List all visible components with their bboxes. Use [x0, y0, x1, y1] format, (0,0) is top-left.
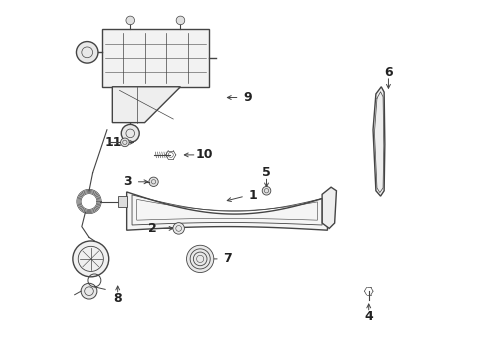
Circle shape [122, 125, 139, 142]
Text: 1: 1 [248, 189, 257, 202]
Polygon shape [112, 87, 180, 123]
Text: 4: 4 [365, 310, 373, 323]
Circle shape [149, 177, 158, 186]
Text: 8: 8 [113, 292, 122, 305]
Text: 3: 3 [123, 175, 132, 188]
Circle shape [176, 16, 185, 25]
Text: 5: 5 [262, 166, 271, 179]
Circle shape [73, 241, 109, 277]
Text: 2: 2 [148, 222, 157, 235]
Circle shape [121, 138, 129, 147]
Polygon shape [373, 87, 385, 196]
Text: 7: 7 [223, 252, 232, 265]
Circle shape [126, 16, 135, 25]
Polygon shape [322, 187, 337, 228]
FancyBboxPatch shape [118, 196, 126, 207]
Text: 9: 9 [243, 91, 252, 104]
Circle shape [262, 186, 271, 195]
Text: 6: 6 [384, 66, 393, 79]
Circle shape [76, 41, 98, 63]
Text: 11: 11 [105, 136, 122, 149]
Circle shape [187, 245, 214, 273]
Polygon shape [126, 192, 327, 230]
Text: 10: 10 [196, 148, 213, 161]
Polygon shape [101, 30, 209, 87]
Circle shape [173, 223, 184, 234]
Circle shape [81, 283, 97, 299]
